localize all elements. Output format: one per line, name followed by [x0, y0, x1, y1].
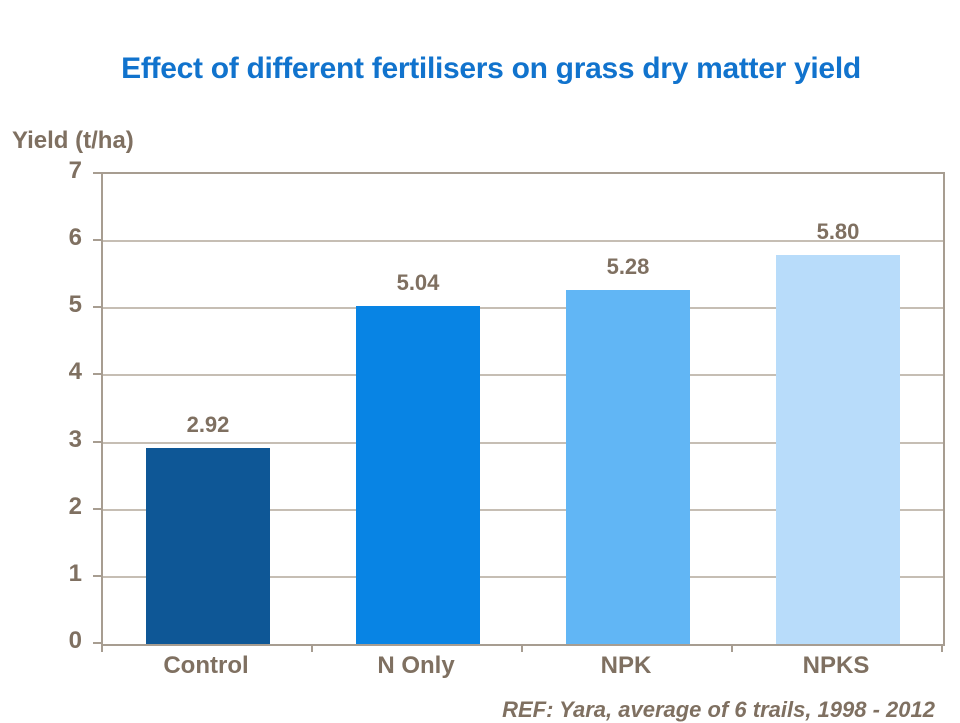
category-label-npk: NPK [600, 652, 652, 679]
ytick-label-3: 3 [68, 425, 82, 453]
xtick-mark-3 [731, 644, 733, 652]
ytick-mark-7 [93, 172, 101, 174]
ytick-mark-1 [93, 574, 101, 577]
xtick-mark-2 [521, 644, 523, 652]
ytick-mark-6 [93, 239, 101, 242]
bar-value-label: 2.92 [186, 411, 230, 437]
xtick-mark-1 [311, 644, 313, 652]
chart-title: Effect of different fertilisers on grass… [121, 52, 861, 85]
ytick-mark-2 [93, 507, 101, 510]
ytick-mark-0 [93, 642, 101, 644]
bar-npks [776, 254, 900, 644]
xtick-mark-4 [941, 644, 943, 652]
ytick-mark-5 [93, 306, 101, 309]
xtick-mark-0 [101, 644, 103, 652]
bar-value-label: 5.04 [396, 269, 440, 295]
bar-control [146, 447, 270, 644]
ytick-label-5: 5 [68, 291, 82, 319]
gridline-y4 [103, 374, 943, 377]
gridline-y3 [103, 441, 943, 444]
reference-note: REF: Yara, average of 6 trails, 1998 - 2… [502, 697, 935, 722]
ytick-label-6: 6 [68, 224, 82, 252]
ytick-label-0: 0 [68, 627, 82, 654]
category-label-control: Control [163, 652, 249, 679]
gridline-y5 [103, 307, 943, 310]
ytick-mark-4 [93, 373, 101, 376]
ytick-label-7: 7 [68, 157, 82, 184]
y-axis-title: Yield (t/ha) [12, 127, 134, 154]
gridline-y6 [103, 240, 943, 243]
bar-npk [566, 289, 690, 644]
plot-area: 2.92 5.04 5.28 5.80 [101, 172, 945, 646]
ytick-label-2: 2 [68, 492, 82, 520]
ytick-label-4: 4 [68, 358, 82, 386]
gridline-y2 [103, 508, 943, 511]
ytick-label-1: 1 [68, 559, 82, 587]
bar-value-label: 5.80 [816, 218, 860, 244]
category-label-n-only: N Only [377, 652, 455, 679]
bar-n-only [356, 305, 480, 644]
category-label-npks: NPKS [802, 652, 870, 679]
gridline-y1 [103, 575, 943, 578]
bar-value-label: 5.28 [606, 253, 650, 279]
ytick-mark-3 [93, 440, 101, 443]
